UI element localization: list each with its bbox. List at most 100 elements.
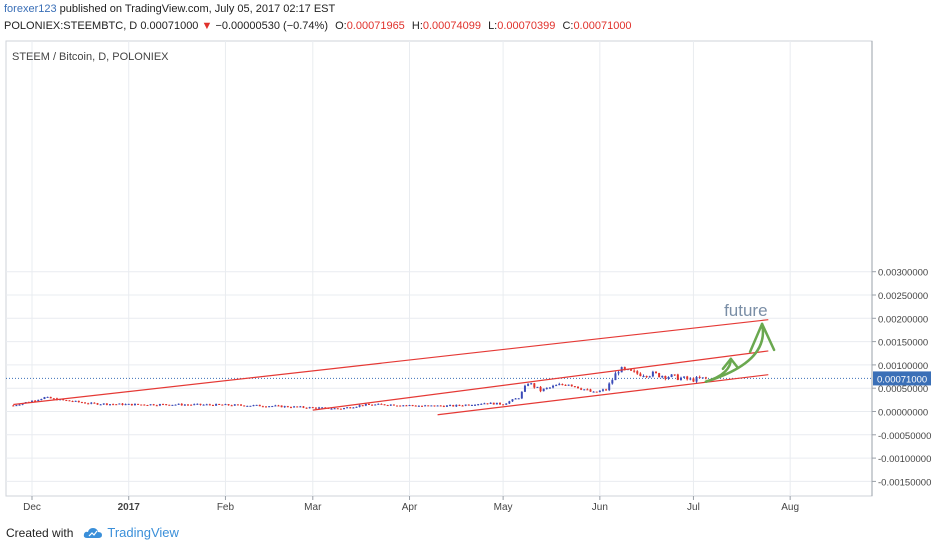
- time-axis[interactable]: Dec 2017 Feb Mar Apr May Jun Jul Aug: [23, 496, 799, 513]
- candle-body: [673, 374, 676, 376]
- candle-body: [449, 405, 452, 407]
- high-value: 0.00074099: [422, 20, 481, 32]
- price-chart[interactable]: 0.00300000 0.00250000 0.00200000 0.00150000…: [0, 36, 932, 516]
- x-tick-label: Jun: [592, 502, 608, 513]
- x-tick-label: 2017: [118, 502, 141, 513]
- candle-body: [314, 407, 317, 409]
- candle-body: [31, 400, 33, 403]
- candle-body: [146, 405, 149, 407]
- candle-body: [336, 408, 339, 410]
- candle-body: [283, 406, 286, 408]
- grid-lines: [6, 41, 872, 496]
- candle-body: [577, 386, 579, 389]
- candle-body: [520, 391, 523, 399]
- candle-body: [633, 370, 636, 372]
- candle-body: [698, 377, 701, 379]
- candle-body: [130, 403, 133, 406]
- candle-body: [545, 387, 548, 389]
- candle-body: [411, 405, 414, 407]
- candle-body: [109, 404, 111, 406]
- candle-body: [143, 404, 146, 406]
- candle-body: [90, 402, 93, 404]
- candle-body: [536, 386, 539, 388]
- candle-body: [208, 404, 211, 406]
- candle-body: [321, 407, 324, 409]
- candle-body: [215, 403, 218, 406]
- candle-body: [271, 406, 274, 408]
- candle-body: [124, 404, 127, 406]
- candle-body: [695, 377, 698, 382]
- candle-body: [614, 373, 617, 381]
- candle-body: [377, 403, 380, 405]
- author-link[interactable]: forexer123: [4, 3, 57, 15]
- candle-body: [645, 375, 648, 377]
- candle-body: [46, 396, 49, 398]
- candle-body: [302, 406, 305, 408]
- candle-body: [258, 404, 261, 407]
- candle-body: [236, 404, 239, 406]
- chart-area[interactable]: 0.00300000 0.00250000 0.00200000 0.00150000…: [0, 36, 932, 516]
- candle-body: [180, 403, 183, 406]
- candle-body: [436, 405, 439, 407]
- candle-body: [558, 384, 561, 386]
- candle-body: [486, 403, 489, 405]
- candle-body: [495, 402, 498, 405]
- candle-body: [445, 405, 448, 407]
- candle-body: [567, 384, 570, 386]
- candle-body: [417, 405, 420, 407]
- candle-body: [517, 398, 520, 400]
- y-tick-label: 0.00250000: [878, 291, 928, 302]
- candle-body: [527, 384, 530, 386]
- candle-body: [65, 400, 68, 402]
- tradingview-cloud-icon: [84, 527, 103, 538]
- change-arrow-icon: ▼: [201, 20, 213, 32]
- close-value: 0.00071000: [573, 20, 632, 32]
- candle-body: [639, 373, 642, 377]
- chart-title: STEEM / Bitcoin, D, POLONIEX: [12, 51, 169, 63]
- candle-body: [499, 402, 501, 405]
- candle-body: [679, 377, 682, 380]
- current-price-label: 0.00071000: [877, 374, 927, 385]
- candle-body: [548, 387, 551, 389]
- candle-body: [664, 375, 667, 379]
- candle-body: [611, 380, 614, 384]
- candle-body: [349, 407, 352, 409]
- y-tick-label: -0.00150000: [878, 477, 931, 488]
- x-tick-label: May: [494, 502, 513, 513]
- channel-line-mid-upper: [312, 350, 769, 411]
- candle-body: [339, 408, 342, 410]
- candle-body: [592, 391, 595, 393]
- trend-channel: [13, 319, 769, 416]
- candle-body: [152, 404, 155, 406]
- candle-body: [246, 405, 249, 407]
- candle-body: [489, 402, 492, 404]
- last-price: 0.00071000: [140, 20, 199, 32]
- candle-body: [52, 398, 55, 400]
- candle-body: [430, 405, 433, 407]
- candle-body: [552, 385, 555, 388]
- candle-body: [511, 399, 514, 402]
- x-tick-label: Aug: [781, 502, 799, 513]
- candle-body: [480, 403, 483, 405]
- candle-body: [71, 401, 74, 403]
- ohlc-line: POLONIEX:STEEMBTC, D 0.00071000 ▼ −0.000…: [4, 20, 632, 32]
- candle-body: [655, 371, 657, 374]
- candle-body: [62, 399, 65, 401]
- candle-body: [523, 385, 526, 392]
- high-label: H:: [411, 20, 423, 32]
- candle-body: [470, 404, 473, 406]
- candle-body: [80, 402, 83, 404]
- candle-body: [183, 404, 186, 406]
- candle-body: [676, 374, 679, 380]
- candle-body: [105, 403, 108, 405]
- candle-body: [598, 390, 601, 393]
- candle-body: [421, 405, 423, 407]
- candle-body: [199, 403, 202, 405]
- candle-body: [433, 405, 436, 407]
- candle-body: [15, 405, 18, 407]
- candle-body: [261, 406, 264, 408]
- tradingview-link[interactable]: TradingView: [107, 525, 179, 540]
- price-axis[interactable]: 0.00300000 0.00250000 0.00200000 0.00150000…: [872, 268, 931, 489]
- candle-body: [452, 405, 455, 407]
- candle-body: [427, 405, 430, 407]
